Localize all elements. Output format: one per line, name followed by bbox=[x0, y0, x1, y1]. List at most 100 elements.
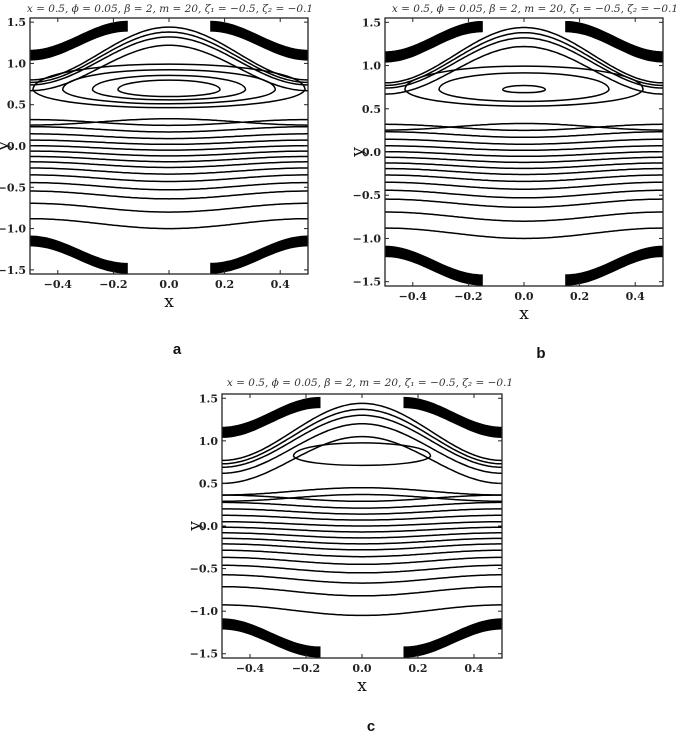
streamline bbox=[222, 543, 502, 551]
x-tick-label: 0.2 bbox=[215, 278, 234, 291]
y-tick-label: 1.5 bbox=[362, 16, 381, 29]
bolus-contour bbox=[292, 442, 432, 467]
x-axis-label: x bbox=[357, 676, 367, 696]
plot-area bbox=[222, 396, 502, 658]
plot-area bbox=[30, 20, 308, 274]
streamline bbox=[385, 174, 663, 183]
streamline bbox=[385, 150, 663, 158]
upper-streamline bbox=[30, 44, 308, 92]
chart-title: x = 0.5, ϕ = 0.05, β = 2, m = 20, ζ₁ = −… bbox=[392, 3, 678, 15]
upper-streamline bbox=[30, 36, 308, 86]
upper-streamline bbox=[385, 45, 663, 95]
streamline bbox=[385, 198, 663, 209]
x-tick-label: −0.2 bbox=[99, 278, 127, 291]
upper-streamline bbox=[30, 26, 308, 81]
bolus-contour bbox=[438, 72, 610, 103]
streamline bbox=[385, 122, 663, 131]
streamline bbox=[222, 537, 502, 545]
bolus-contour bbox=[501, 84, 547, 94]
wall-band bbox=[210, 235, 308, 274]
streamline bbox=[30, 118, 308, 127]
streamline bbox=[222, 508, 502, 515]
upper-streamline bbox=[222, 435, 502, 485]
upper-streamline bbox=[385, 26, 663, 84]
streamline bbox=[222, 526, 502, 533]
y-axis-label: y bbox=[185, 521, 205, 532]
x-tick-label: −0.4 bbox=[236, 662, 265, 675]
wall-band bbox=[565, 21, 663, 63]
streamline bbox=[30, 190, 308, 200]
streamline bbox=[385, 181, 663, 190]
wall-band bbox=[222, 396, 321, 438]
y-tick-label: −0.5 bbox=[190, 563, 218, 576]
streamline bbox=[30, 174, 308, 183]
upper-streamline bbox=[385, 37, 663, 89]
x-tick-label: 0.2 bbox=[570, 290, 589, 303]
x-tick-label: 0.4 bbox=[464, 662, 483, 675]
y-tick-label: −0.5 bbox=[0, 181, 26, 194]
streamline bbox=[385, 123, 663, 132]
streamline bbox=[222, 520, 502, 527]
x-tick-label: 0.0 bbox=[514, 290, 533, 303]
streamline bbox=[30, 139, 308, 146]
x-tick-label: 0.2 bbox=[408, 662, 427, 675]
bolus-contour bbox=[32, 63, 306, 109]
streamline bbox=[30, 144, 308, 151]
streamline bbox=[222, 585, 502, 597]
bolus-contour bbox=[61, 69, 277, 105]
streamline bbox=[222, 493, 502, 503]
streamline bbox=[222, 514, 502, 521]
x-tick-label: 0.4 bbox=[626, 290, 645, 303]
streamline bbox=[222, 501, 502, 509]
y-tick-label: −0.5 bbox=[353, 189, 381, 202]
streamline bbox=[385, 167, 663, 176]
plot-area bbox=[385, 21, 663, 286]
streamline bbox=[30, 125, 308, 133]
x-tick-label: 0.4 bbox=[271, 278, 290, 291]
streamline bbox=[222, 564, 502, 574]
y-tick-label: 0.0 bbox=[7, 140, 26, 153]
y-tick-label: 1.0 bbox=[199, 435, 218, 448]
wall-band bbox=[385, 21, 483, 63]
y-tick-label: −1.5 bbox=[0, 264, 26, 277]
bolus-contour bbox=[404, 65, 644, 107]
upper-streamline bbox=[222, 408, 502, 465]
streamline bbox=[30, 133, 308, 140]
streamline bbox=[222, 604, 502, 617]
panel-letter: a bbox=[173, 341, 182, 358]
x-tick-label: −0.2 bbox=[292, 662, 320, 675]
upper-streamline bbox=[222, 414, 502, 468]
streamline bbox=[30, 155, 308, 163]
figure-panel-a: −0.4 −0.2 0.0 0.2 0.4 −1.5 −1.0 −0.5 0.0 0.5 1.0 1.… bbox=[0, 3, 313, 358]
wall-band bbox=[403, 396, 502, 438]
streamline bbox=[30, 117, 308, 126]
y-tick-label: −1.0 bbox=[0, 223, 26, 236]
streamline bbox=[222, 494, 502, 503]
streamline bbox=[385, 162, 663, 170]
y-tick-label: 0.5 bbox=[199, 477, 218, 490]
y-tick-label: −1.5 bbox=[190, 648, 218, 661]
streamline bbox=[30, 150, 308, 157]
y-tick-label: 0.0 bbox=[362, 146, 381, 159]
chart-title: x = 0.5, ϕ = 0.05, β = 2, m = 20, ζ₁ = −… bbox=[27, 3, 313, 15]
wall-band bbox=[385, 245, 483, 286]
chart-title: x = 0.5, ϕ = 0.05, β = 2, m = 20, ζ₁ = −… bbox=[227, 377, 513, 389]
bolus-contour bbox=[117, 79, 221, 98]
x-tick-label: 0.0 bbox=[352, 662, 371, 675]
streamline bbox=[385, 211, 663, 222]
upper-streamline bbox=[222, 423, 502, 474]
panel-letter: b bbox=[536, 345, 545, 362]
figure-panel-c: −0.4 −0.2 0.0 0.2 0.4 −1.5 −1.0 −0.5 0.0 0.5 1.0 1.… bbox=[185, 377, 513, 735]
y-tick-label: 0.0 bbox=[199, 520, 218, 533]
streamline bbox=[385, 131, 663, 139]
y-tick-label: 0.5 bbox=[362, 103, 381, 116]
x-axis-label: x bbox=[519, 304, 529, 324]
upper-streamline bbox=[222, 402, 502, 462]
y-tick-label: 1.5 bbox=[199, 392, 218, 405]
y-tick-label: 1.0 bbox=[362, 60, 381, 73]
x-tick-label: 0.0 bbox=[159, 278, 178, 291]
streamline bbox=[30, 202, 308, 213]
streamline bbox=[30, 181, 308, 191]
streamline bbox=[385, 138, 663, 145]
streamline bbox=[385, 156, 663, 164]
